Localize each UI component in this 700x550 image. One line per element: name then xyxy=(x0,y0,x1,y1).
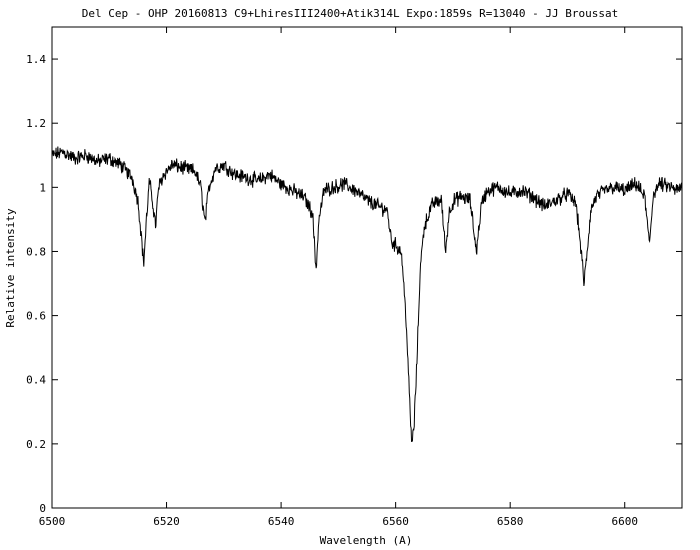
y-tick-label: 1.2 xyxy=(26,117,46,130)
plot-frame xyxy=(51,26,683,509)
x-tick-label: 6520 xyxy=(153,515,180,528)
y-tick-label: 1.4 xyxy=(26,53,46,66)
x-tick-label: 6500 xyxy=(39,515,66,528)
y-tick-label: 0 xyxy=(39,502,46,515)
series-group xyxy=(51,146,683,442)
x-tick-label: 6560 xyxy=(382,515,409,528)
x-tick-label: 6540 xyxy=(268,515,295,528)
y-tick-label: 0.2 xyxy=(26,438,46,451)
axis-ticks: 6500 6520 6540 6560 6580 6600 0 0.2 0.4 0.6 0.8 1 1.… xyxy=(26,27,682,528)
y-tick-label: 0.4 xyxy=(26,374,46,387)
y-tick-label: 1 xyxy=(39,181,46,194)
spectrum-line xyxy=(51,146,683,442)
y-tick-label: 0.8 xyxy=(26,245,46,258)
x-axis-label: Wavelength (A) xyxy=(320,534,413,547)
y-tick-label: 0.6 xyxy=(26,310,46,323)
y-axis-label: Relative intensity xyxy=(4,208,17,328)
x-tick-label: 6580 xyxy=(497,515,524,528)
x-tick-label: 6600 xyxy=(611,515,638,528)
chart-title: Del Cep - OHP 20160813 C9+LhiresIII2400+… xyxy=(82,7,618,20)
